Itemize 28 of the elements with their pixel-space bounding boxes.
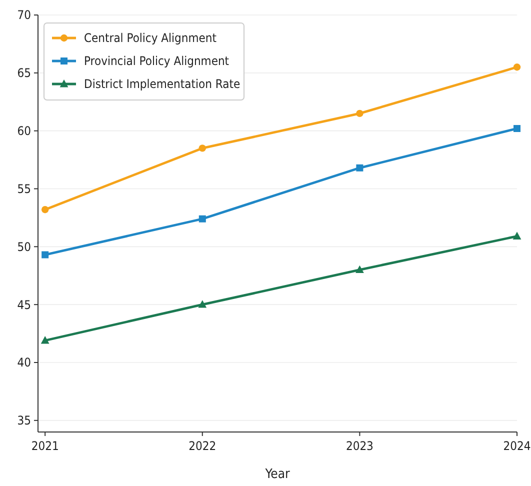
x-tick-label: 2024 xyxy=(503,439,531,453)
point xyxy=(198,215,206,222)
x-tick-label: 2021 xyxy=(31,439,59,453)
point xyxy=(42,251,49,258)
y-tick-label: 40 xyxy=(17,356,32,370)
point xyxy=(355,265,364,274)
point xyxy=(513,64,521,71)
point xyxy=(356,164,364,172)
point xyxy=(40,336,50,344)
point xyxy=(198,144,206,152)
y-tick-label: 50 xyxy=(17,240,32,254)
point xyxy=(514,125,520,132)
y-tick-label: 55 xyxy=(17,182,31,196)
y-tick-label: 60 xyxy=(17,124,32,138)
legend-label: District Implementation Rate xyxy=(84,77,240,92)
y-tick-label: 65 xyxy=(17,66,31,80)
legend-label: Provincial Policy Alignment xyxy=(84,54,230,68)
point xyxy=(512,232,522,240)
point xyxy=(356,110,364,118)
y-tick-label: 70 xyxy=(17,8,32,22)
legend-label: Central Policy Alignment xyxy=(84,31,216,46)
x-tick-label: 2023 xyxy=(346,439,374,453)
x-tick-label: 2022 xyxy=(188,439,216,453)
y-tick-label: 35 xyxy=(17,414,31,428)
point xyxy=(198,300,207,308)
y-tick-label: 45 xyxy=(17,298,31,312)
point xyxy=(41,206,49,214)
x-axis-title: Year xyxy=(264,467,290,482)
